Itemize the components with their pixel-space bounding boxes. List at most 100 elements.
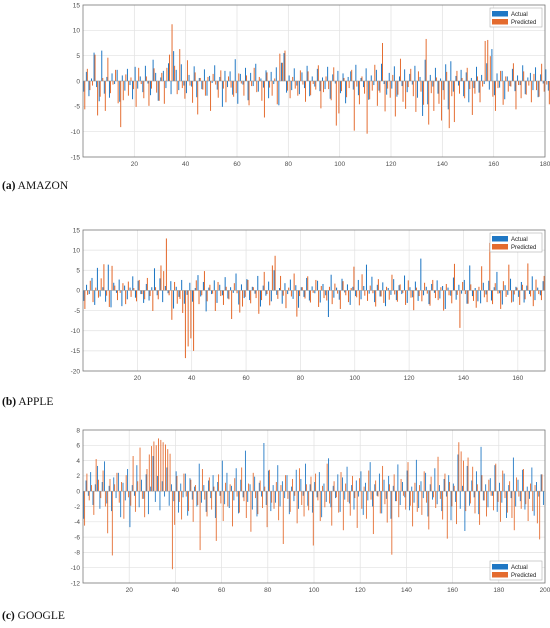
bar-actual <box>150 81 152 96</box>
bar-predicted <box>261 290 263 301</box>
bar-predicted <box>89 280 91 291</box>
bar-predicted <box>369 81 371 100</box>
bar-predicted <box>184 290 186 359</box>
bar-predicted <box>464 290 466 295</box>
bar-predicted <box>527 491 529 522</box>
bar-predicted <box>329 491 330 504</box>
bar-predicted <box>492 290 494 305</box>
bar-predicted <box>499 491 501 522</box>
bar-predicted <box>310 81 312 96</box>
bar-predicted <box>294 491 296 496</box>
bar-predicted <box>486 290 488 303</box>
bar-predicted <box>204 81 206 96</box>
bar-predicted <box>318 290 320 307</box>
bar-actual <box>208 480 209 492</box>
bar-predicted <box>282 491 284 544</box>
bar-actual <box>99 290 101 297</box>
bar-predicted <box>441 81 443 121</box>
x-tick-label: 80 <box>297 375 305 382</box>
bar-predicted <box>525 491 527 505</box>
bar-actual <box>352 81 354 90</box>
bar-actual <box>116 69 118 81</box>
axes-box <box>82 4 546 158</box>
bar-actual <box>342 477 343 492</box>
bar-predicted <box>174 281 176 291</box>
bar-actual <box>512 457 514 492</box>
bar-predicted <box>516 287 518 291</box>
bar-actual <box>276 290 278 295</box>
bar-predicted <box>84 290 86 309</box>
bar-actual <box>372 491 373 507</box>
bar-predicted <box>152 290 154 311</box>
bar-actual <box>121 75 123 81</box>
y-tick-label: -15 <box>71 348 81 355</box>
bar-predicted <box>448 81 450 129</box>
bar-actual <box>262 81 264 88</box>
bar-predicted <box>356 290 358 298</box>
bar-actual <box>115 290 117 293</box>
x-tick-label: 140 <box>437 161 448 168</box>
bar-actual <box>385 491 387 499</box>
bar-actual <box>540 74 542 81</box>
bar-predicted <box>116 472 118 492</box>
bar-predicted <box>423 81 425 105</box>
bar-predicted <box>478 286 480 291</box>
bar-predicted <box>328 81 330 90</box>
bar-actual <box>478 491 480 515</box>
bar-actual <box>351 485 353 492</box>
bar-predicted <box>236 290 238 294</box>
legend-swatch-actual <box>492 236 508 242</box>
bar-actual <box>292 290 294 299</box>
bar-predicted <box>241 290 244 307</box>
bar-actual <box>393 279 395 291</box>
bar-actual <box>536 482 537 492</box>
bar-predicted <box>359 478 360 492</box>
bar-predicted <box>296 290 298 317</box>
bar-predicted <box>513 491 515 531</box>
bar-actual <box>156 290 158 296</box>
bar-actual <box>476 66 477 81</box>
bar-actual <box>441 491 443 512</box>
bar-actual <box>496 491 498 512</box>
bar-actual <box>458 81 460 86</box>
bar-predicted <box>266 290 268 295</box>
bar-predicted <box>120 81 122 128</box>
bar-predicted <box>536 491 538 524</box>
bar-actual <box>311 491 313 513</box>
bar-actual <box>249 290 251 301</box>
x-tick-label: 20 <box>134 375 142 382</box>
bar-predicted <box>273 491 275 509</box>
bar-actual <box>309 81 311 97</box>
bar-predicted <box>229 484 231 492</box>
bar-actual <box>152 456 154 492</box>
x-tick-label: 60 <box>242 375 250 382</box>
y-tick-label: 8 <box>76 427 80 434</box>
y-tick-label: 15 <box>73 227 81 234</box>
bar-actual <box>255 63 257 81</box>
bar-actual <box>224 70 226 81</box>
bar-predicted <box>435 77 437 81</box>
bar-actual <box>278 81 280 106</box>
bar-actual <box>482 282 484 291</box>
bar-actual <box>487 491 489 508</box>
bar-actual <box>91 277 93 291</box>
bar-predicted <box>412 81 414 97</box>
bar-actual <box>164 286 166 291</box>
bar-actual <box>217 482 219 492</box>
bar-predicted <box>163 81 165 104</box>
bar-predicted <box>354 491 356 499</box>
bar-actual <box>457 454 459 492</box>
bar-actual <box>102 287 104 291</box>
bar-predicted <box>376 81 378 106</box>
bar-predicted <box>240 81 242 84</box>
bar-actual <box>447 287 449 291</box>
bar-predicted <box>461 77 463 81</box>
bar-actual <box>187 491 189 516</box>
x-tick-label: 80 <box>264 587 272 594</box>
bar-actual <box>281 481 283 492</box>
bar-predicted <box>176 290 178 304</box>
legend-label-actual: Actual <box>511 565 528 571</box>
bar-predicted <box>402 290 404 293</box>
bar-predicted <box>171 491 173 570</box>
bar-actual <box>242 491 244 498</box>
